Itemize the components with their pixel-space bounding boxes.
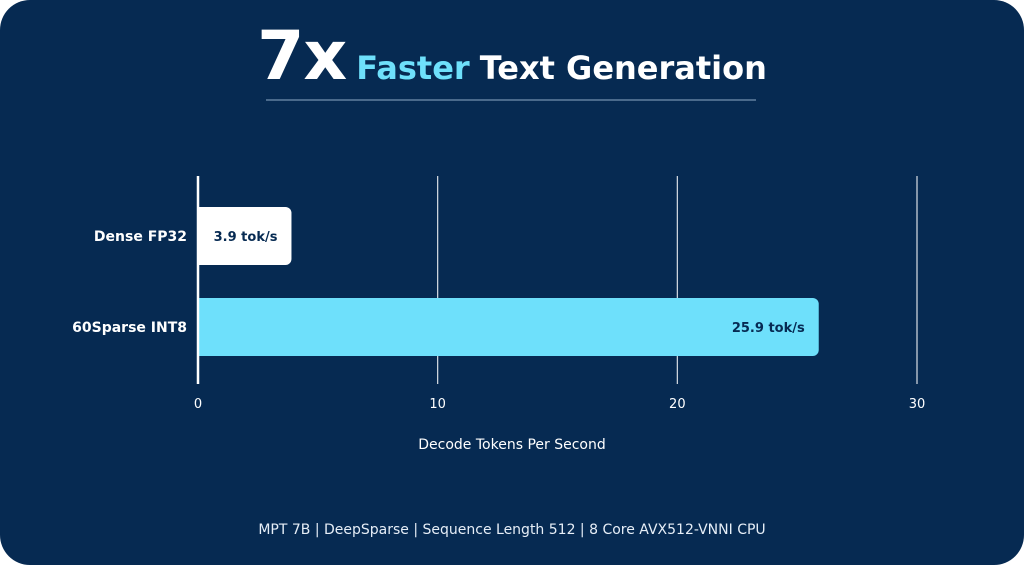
title-rest: Text Generation: [479, 49, 767, 87]
title-accent-word: Faster: [356, 49, 470, 87]
category-label-0: Dense FP32: [94, 229, 187, 245]
x-axis-title: Decode Tokens Per Second: [418, 437, 605, 453]
title-multiplier: 7x: [257, 17, 347, 96]
bar-60sparse-int8: [198, 298, 819, 356]
bar-dense-fp32: [198, 207, 292, 265]
chart-title: 7x Faster Text Generation: [0, 14, 1024, 100]
bar-base-1: [198, 298, 206, 356]
x-tick-label-20: 20: [669, 397, 686, 412]
x-tick-label-0: 0: [194, 397, 202, 412]
x-tick-label-30: 30: [909, 397, 926, 412]
data-label-1: 25.9 tok/s: [732, 321, 805, 336]
footnote: MPT 7B | DeepSparse | Sequence Length 51…: [258, 522, 766, 538]
title-underline: [266, 99, 756, 101]
bar-base-0: [198, 207, 206, 265]
category-label-1: 60Sparse INT8: [72, 320, 187, 336]
x-tick-label-10: 10: [429, 397, 446, 412]
data-label-0: 3.9 tok/s: [214, 230, 278, 245]
